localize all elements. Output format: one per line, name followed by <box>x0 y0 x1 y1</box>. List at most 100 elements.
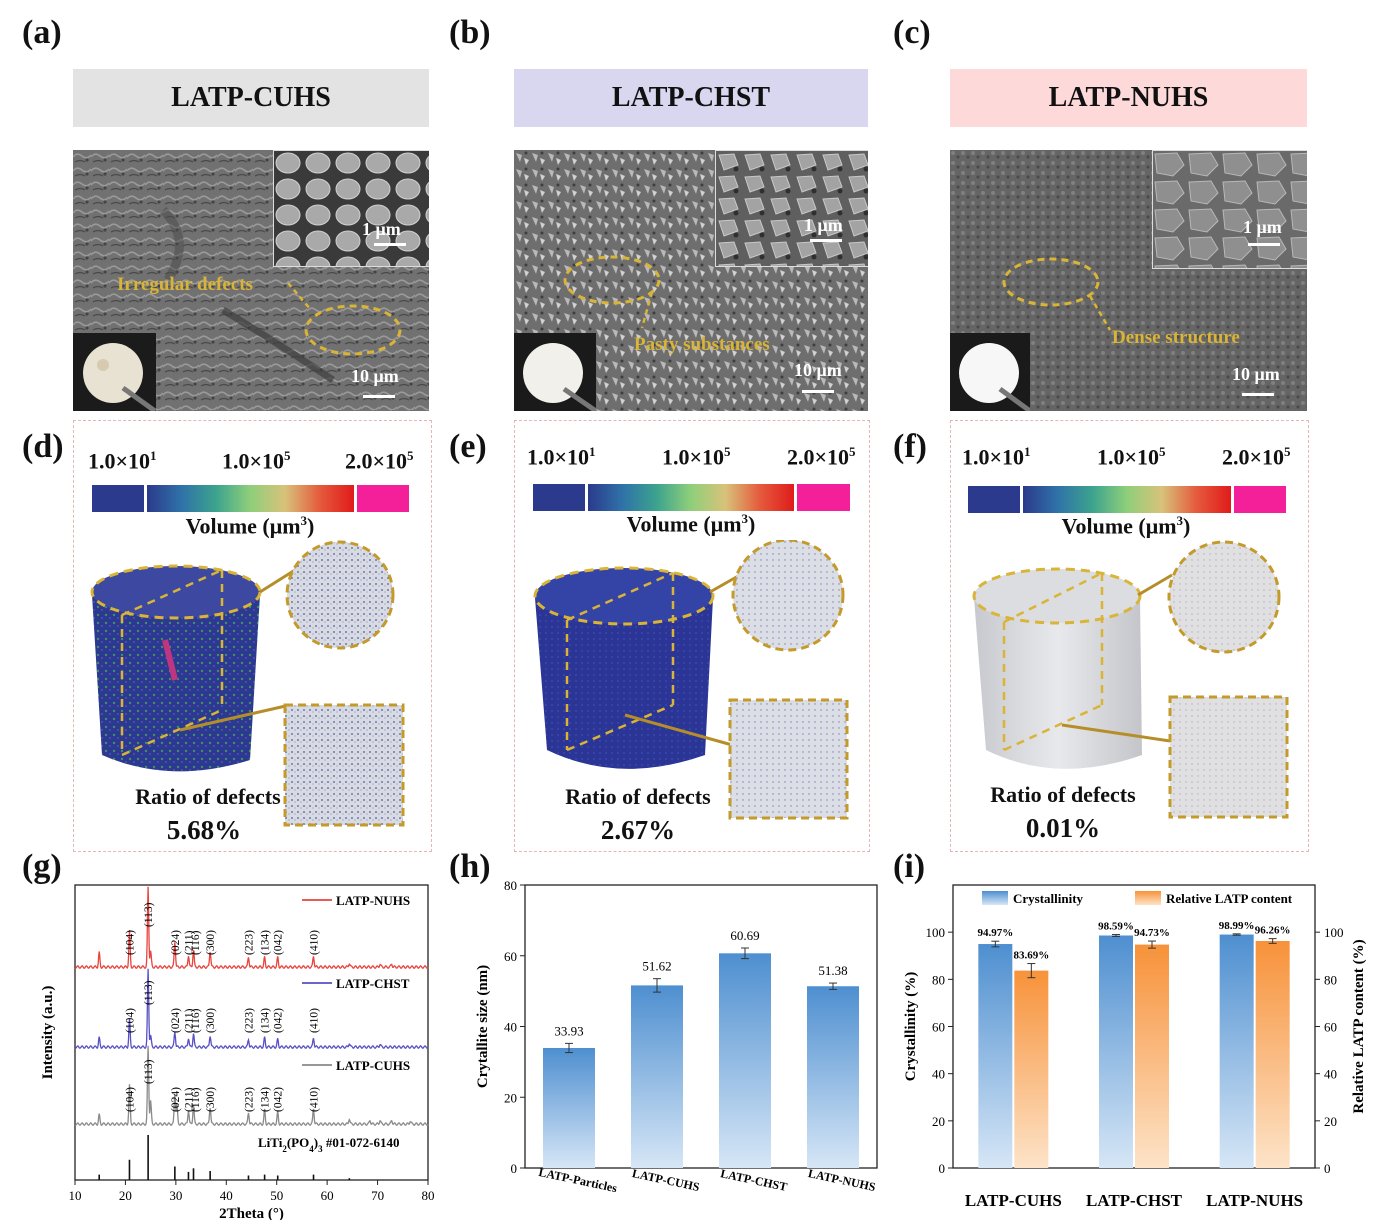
scale-label-inset-chst: 1 μm <box>804 215 843 235</box>
scalebar-main-cuhs <box>363 395 395 398</box>
xrd-peak-label: (410) <box>309 930 321 955</box>
xrd-peak-label: (104) <box>124 1008 136 1033</box>
cbar-mid-e: 1.0×105 <box>662 444 731 470</box>
h-ytick-label: 60 <box>504 949 517 964</box>
cbar-max-exp-d: 5 <box>407 448 414 463</box>
i-ytick-label-left: 40 <box>932 1067 945 1082</box>
arrow-side-d <box>179 703 291 732</box>
cbar-low-swatch-e <box>533 484 585 511</box>
cbar-mid-text-d: 1.0×10 <box>222 448 285 474</box>
i-ylabel-left: Crystallinity (%) <box>903 972 919 1082</box>
i-ylabel-right: Relative LATP content (%) <box>1351 939 1367 1113</box>
panel-label-i: (i) <box>893 848 926 885</box>
panel-frame-d <box>73 420 432 852</box>
annotation-ellipse-nuhs <box>1002 257 1100 307</box>
h-bar <box>807 986 859 1168</box>
h-category-label: LATP-NUHS <box>807 1166 877 1194</box>
xrd-reference-label: LiTi2(PO4)3 #01-072-6140 <box>258 1135 400 1154</box>
pellet-cuhs <box>83 343 157 411</box>
annotation-layer-chst: Pasty substances 10 μm <box>563 255 842 393</box>
cbar-min-f: 1.0×101 <box>962 444 1031 470</box>
scalebar-inset-chst <box>810 239 842 242</box>
xrd-peak-label: (113) <box>143 902 155 927</box>
i-category-label: LATP-CUHS <box>965 1191 1062 1210</box>
ct-render-d <box>90 540 405 827</box>
xrd-peak-label: (024) <box>170 1008 182 1033</box>
i-bar <box>1135 944 1169 1168</box>
ratio-value-d: 5.68% <box>166 815 242 845</box>
h-value-label: 60.69 <box>730 928 759 943</box>
xrd-legend-label: LATP-NUHS <box>336 893 410 908</box>
annotation-leader-chst <box>640 291 654 329</box>
i-bar <box>1014 970 1049 1168</box>
h-ytick-label: 0 <box>511 1161 518 1176</box>
cbar-max-text-e: 2.0×10 <box>787 444 850 470</box>
h-ytick-label: 80 <box>504 878 517 893</box>
cbar-gradient-e <box>588 484 794 511</box>
cbar-mid-text-e: 1.0×10 <box>662 444 725 470</box>
ct-render-e <box>533 540 849 820</box>
top-slice-e <box>731 540 845 652</box>
cbar-mid-exp-d: 5 <box>284 448 291 463</box>
annotation-irregular-defects: Irregular defects <box>117 274 253 295</box>
volume-close-f: ) <box>1183 513 1191 539</box>
xrd-axes-frame <box>74 884 429 1181</box>
ratio-label-d: Ratio of defects <box>135 784 281 809</box>
panel-label-a: (a) <box>22 14 62 51</box>
cbar-mid-d: 1.0×105 <box>222 448 291 474</box>
cbar-mid-text-f: 1.0×10 <box>1097 444 1160 470</box>
cbar-min-exp-d: 1 <box>150 448 157 463</box>
xrd-peak-label: (116) <box>190 1008 202 1033</box>
cbar-min-exp-f: 1 <box>1024 444 1031 459</box>
annotation-pasty-substances: Pasty substances <box>634 334 770 355</box>
annotation-leader-nuhs <box>1088 295 1112 331</box>
cbar-max-d: 2.0×105 <box>345 448 414 474</box>
h-value-label: 33.93 <box>554 1023 583 1038</box>
cbar-high-swatch-e <box>797 484 850 511</box>
xrd-reference-part: ) <box>314 1135 318 1150</box>
sem-inset-chst: 1 μm <box>715 150 868 267</box>
i-ytick-label-left: 20 <box>932 1114 945 1129</box>
i-value-label: 83.69% <box>1013 950 1049 962</box>
cylinder-body-f <box>974 598 1142 769</box>
cbar-gradient-f <box>1023 486 1231 513</box>
xrd-peak-label: (223) <box>243 1087 255 1112</box>
h-value-label: 51.38 <box>818 963 847 978</box>
slice-plane-f <box>1002 571 1104 752</box>
xrd-peak-label: (410) <box>309 1008 321 1033</box>
volume-label-e: Volume (μm3) <box>531 511 851 537</box>
xrd-peak-label: (024) <box>170 930 182 955</box>
slice-plane-d <box>120 568 224 757</box>
xrd-reference-part: #01-072-6140 <box>323 1135 400 1150</box>
xrd-reference-part: LiTi <box>258 1135 283 1150</box>
scalebar-main-nuhs <box>1242 393 1274 396</box>
cbar-min-d: 1.0×101 <box>88 448 157 474</box>
xrd-xtick-label: 40 <box>220 1188 233 1203</box>
xrd-reference-part: 2 <box>282 1144 287 1154</box>
xrd-peak-label: (134) <box>260 1008 272 1033</box>
i-ytick-label-right: 60 <box>1324 1020 1337 1035</box>
cbar-max-text-f: 2.0×10 <box>1222 444 1285 470</box>
i-bar <box>1099 935 1133 1168</box>
h-category-label: LATP-CHST <box>719 1166 788 1194</box>
annotation-layer-nuhs: Dense structure 10 μm <box>1002 257 1280 396</box>
h-ytick-label: 40 <box>504 1020 517 1035</box>
cbar-min-text-f: 1.0×10 <box>962 444 1025 470</box>
xrd-peak-label: (116) <box>190 930 202 955</box>
xrd-peak-label: (211) <box>183 930 195 955</box>
sem-image-cuhs: 1 μm Irregular defects 10 μm <box>73 150 429 411</box>
xrd-peak-label: (223) <box>243 930 255 955</box>
panel-label-f: (f) <box>893 428 927 465</box>
annotation-layer-cuhs: Irregular defects 10 μm <box>117 274 402 398</box>
panel-label-d: (d) <box>22 428 64 465</box>
xrd-ylabel: Intensity (a.u.) <box>40 986 56 1080</box>
volume-text-d: Volume (μm <box>185 513 301 539</box>
pellet-nuhs <box>959 343 1032 411</box>
i-legend-label: Relative LATP content <box>1166 891 1293 906</box>
xrd-xtick-label: 60 <box>321 1188 334 1203</box>
annotation-leader-cuhs <box>287 282 312 311</box>
sem-inset-grains-cuhs: 1 μm <box>274 151 429 266</box>
scale-label-inset-nuhs: 1 μm <box>1243 217 1282 237</box>
xrd-peak-label: (300) <box>205 930 217 955</box>
sem-image-chst: 1 μm Pasty substances 10 μm <box>514 150 868 411</box>
